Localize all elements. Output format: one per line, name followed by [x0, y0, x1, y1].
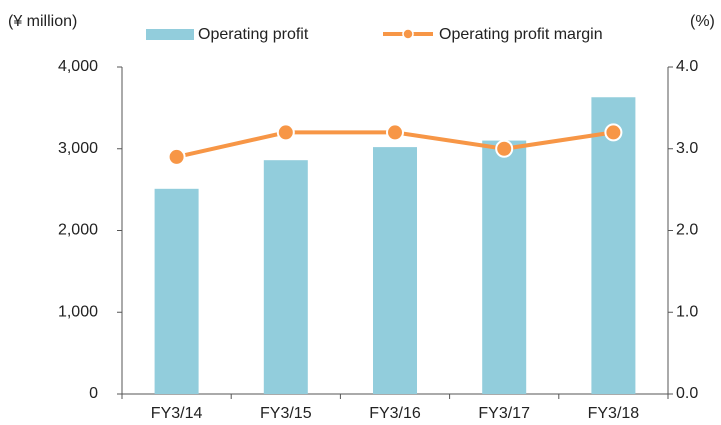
legend-marker: [402, 28, 414, 40]
y-tick-label: 1,000: [58, 303, 98, 320]
y2-tick-label: 0.0: [676, 385, 698, 402]
line-marker: [276, 123, 295, 142]
line-marker: [495, 139, 514, 158]
legend-swatch: [146, 29, 194, 40]
line-marker: [167, 147, 186, 166]
y-tick-label: 2,000: [58, 222, 98, 239]
x-tick-label: FY3/15: [260, 405, 312, 422]
y2-tick-label: 2.0: [676, 222, 698, 239]
line-marker: [604, 123, 623, 142]
y-tick-label: 4,000: [58, 58, 98, 75]
legend-label: Operating profit margin: [439, 26, 603, 43]
y2-axis-label: (%): [690, 13, 715, 30]
bar: [482, 140, 527, 394]
bar: [591, 97, 636, 394]
x-tick-label: FY3/16: [369, 405, 421, 422]
bar: [373, 147, 417, 394]
x-tick-label: FY3/14: [151, 405, 203, 422]
x-tick-label: FY3/18: [588, 405, 640, 422]
y-tick-label: 3,000: [58, 140, 98, 157]
x-tick-label: FY3/17: [478, 405, 530, 422]
y-axis-label: (¥ million): [8, 13, 77, 30]
y2-tick-label: 4.0: [676, 58, 698, 75]
legend-label: Operating profit: [198, 26, 309, 43]
bar: [263, 160, 308, 394]
y2-tick-label: 3.0: [676, 140, 698, 157]
y-tick-label: 0: [89, 385, 98, 402]
y2-tick-label: 1.0: [676, 303, 698, 320]
bar: [154, 188, 199, 394]
line-marker: [386, 123, 404, 142]
